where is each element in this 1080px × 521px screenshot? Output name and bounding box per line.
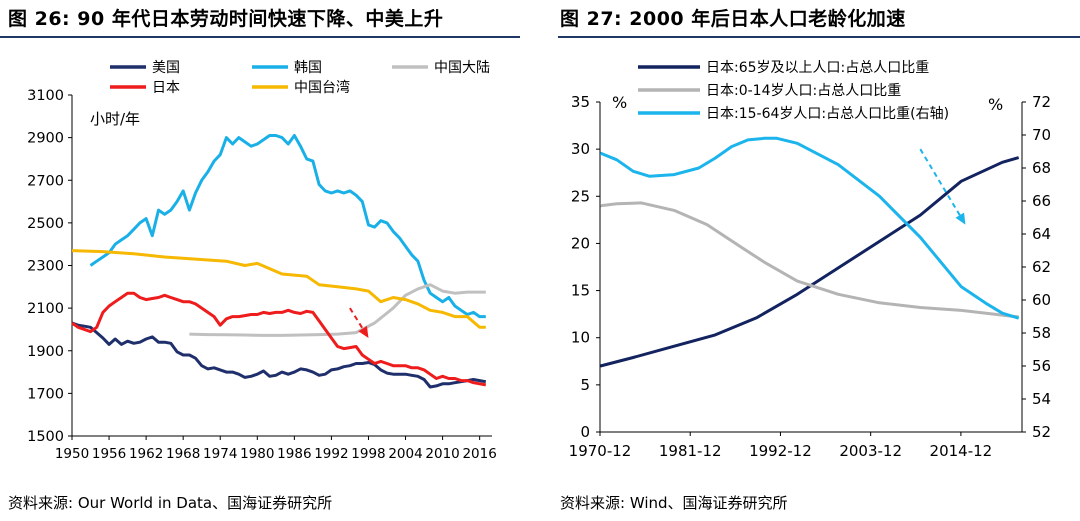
left-panel-title: 图 26: 90 年代日本劳动时间快速下降、中美上升 [8,8,444,30]
x-tick-label: 1981-12 [659,442,722,460]
legend-label: 日本:15-64岁人口:占总人口比重(右轴) [706,106,949,122]
y-tick-label: 3100 [27,88,64,104]
series-line-美国 [71,321,487,389]
x-tick-label: 1974 [203,446,237,462]
left-y-tick-label: 10 [571,329,590,347]
right-y-tick-label: 58 [1032,324,1051,342]
legend-label: 美国 [152,60,180,76]
legend-label: 韩国 [294,60,322,76]
trend-arrow-head [358,325,369,338]
trend-arrow-head [955,212,966,225]
left-source-note: 资料来源: Our World in Data、国海证券研究所 [8,494,333,512]
y-tick-label: 2900 [27,131,64,147]
right-source-note: 资料来源: Wind、国海证券研究所 [560,494,788,512]
left-chart: 1500 1700 1900 2100 2300 2500 2700 2900 3100 1950… [27,60,497,462]
y-tick-label: 1500 [27,429,64,445]
left-y-tick-label: 30 [571,140,590,158]
left-y-tick-label: 35 [571,93,590,111]
x-tick-label: 1962 [129,446,163,462]
y-tick-label: 2700 [27,173,64,189]
series-line-日本:0-14岁人口:占总人口比重 [600,201,1019,319]
x-tick-label: 1992-12 [749,442,812,460]
legend-label: 日本:0-14岁人口:占总人口比重 [706,83,901,99]
y-tick-label: 2500 [27,216,64,232]
right-panel-title: 图 27: 2000 年后日本人口老龄化加速 [560,8,906,30]
x-tick-label: 2016 [462,446,496,462]
y-tick-label: 2300 [27,259,64,275]
series-line-韩国 [89,134,486,319]
x-tick-label: 1998 [351,446,385,462]
right-y-tick-label: 62 [1032,258,1051,276]
left-unit-label: % [612,93,627,112]
right-y-tick-label: 70 [1032,126,1051,144]
left-y-tick-label: 5 [580,376,590,394]
x-tick-label: 1970-12 [569,442,632,460]
right-y-tick-label: 54 [1032,390,1051,408]
right-y-tick-label: 66 [1032,192,1051,210]
x-tick-label: 1980 [240,446,274,462]
right-y-tick-label: 72 [1032,93,1051,111]
left-y-tick-label: 15 [571,282,590,300]
series-line-日本:15-64岁人口:占总人口比重(右轴) [599,136,1020,320]
trend-arrow [919,148,967,226]
legend-label: 日本:65岁及以上人口:占总人口比重 [706,60,929,76]
series-line-日本:65岁及以上人口:占总人口比重 [600,156,1020,368]
right-y-tick-label: 52 [1032,423,1051,441]
legend-label: 中国台湾 [294,79,350,96]
y-tick-label: 1900 [27,344,64,360]
legend-label: 日本 [152,80,180,96]
x-tick-label: 1992 [314,446,348,462]
legend-label: 中国大陆 [434,60,490,76]
right-y-tick-label: 56 [1032,357,1051,375]
right-y-tick-label: 64 [1032,225,1051,243]
x-tick-label: 2014-12 [930,442,993,460]
right-unit-label: % [988,95,1003,114]
x-tick-label: 1968 [166,446,200,462]
x-tick-label: 2003-12 [839,442,902,460]
x-tick-label: 1950 [55,446,89,462]
x-tick-label: 1986 [277,446,311,462]
right-y-tick-label: 60 [1032,291,1051,309]
x-tick-label: 2004 [388,446,422,462]
left-y-tick-label: 25 [571,187,590,205]
left-y-tick-label: 0 [580,423,590,441]
x-tick-label: 1956 [92,446,126,462]
right-y-tick-label: 68 [1032,159,1051,177]
left-title-rule [0,36,520,38]
series-line-日本 [71,291,487,387]
right-title-rule [558,36,1080,38]
left-y-tick-label: 20 [571,234,590,252]
y-tick-label: 1700 [27,386,64,402]
x-tick-label: 2010 [425,446,459,462]
y-tick-label: 2100 [27,301,64,317]
y-unit-label: 小时/年 [90,110,140,128]
series-line-中国台湾 [71,249,486,329]
right-chart: 0 5 10 15 20 25 30 35 52 54 56 58 60 62 64 66 68 70 72 1970… [569,60,1051,460]
